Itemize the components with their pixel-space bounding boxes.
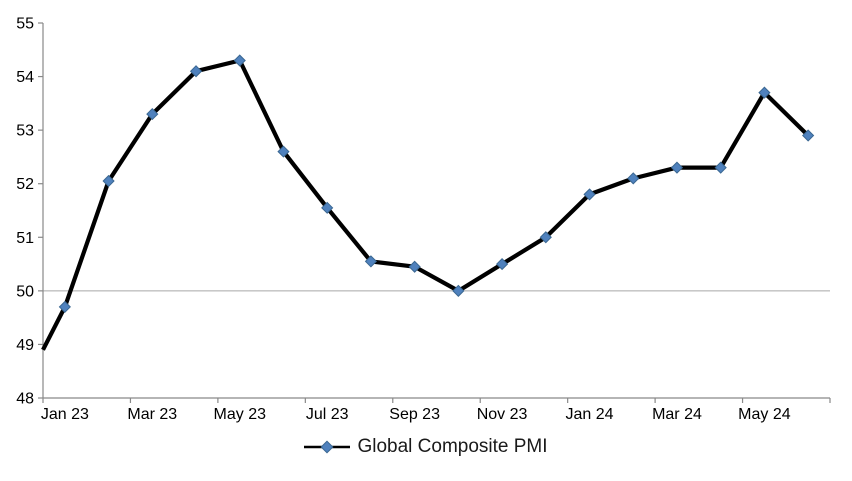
pmi-marker-aug-23 xyxy=(364,255,378,268)
pmi-marker-apr-24 xyxy=(714,161,727,174)
y-tick-label: 51 xyxy=(16,230,34,247)
pmi-marker-oct-23 xyxy=(452,284,465,297)
pmi-marker-jul-23 xyxy=(321,201,334,214)
x-tick-label: Nov 23 xyxy=(477,406,528,423)
pmi-marker-jan-23 xyxy=(58,300,71,314)
y-tick-label: 48 xyxy=(16,391,34,408)
pmi-marker-mar-24 xyxy=(670,161,684,174)
x-tick-label: Jan 23 xyxy=(41,406,89,423)
x-tick-label: Jan 24 xyxy=(566,406,614,423)
pmi-marker-may-24 xyxy=(758,86,771,99)
pmi-marker-jun-24 xyxy=(802,129,815,142)
legend-line-marker-icon xyxy=(304,440,351,454)
y-tick-label: 53 xyxy=(16,123,34,140)
chart-legend: Global Composite PMI xyxy=(0,436,852,458)
pmi-marker-may-23 xyxy=(233,54,246,67)
pmi-marker-dec-23 xyxy=(539,231,552,244)
pmi-marker-apr-23 xyxy=(189,65,203,78)
pmi-marker-mar-23 xyxy=(146,107,159,121)
y-tick-label: 55 xyxy=(16,16,34,33)
y-tick-label: 52 xyxy=(16,176,34,193)
x-tick-label: Sep 23 xyxy=(389,406,440,423)
x-tick-label: Jul 23 xyxy=(306,406,349,423)
pmi-marker-jan-24 xyxy=(583,188,596,201)
pmi-marker-nov-23 xyxy=(495,257,509,271)
x-tick-label: Mar 23 xyxy=(127,406,177,423)
x-tick-label: Mar 24 xyxy=(652,406,702,423)
legend-label: Global Composite PMI xyxy=(357,436,548,457)
x-tick-label: May 24 xyxy=(738,406,791,423)
global-composite-pmi-chart: 48 49 50 51 52 53 54 55 Jan 23 Mar 23 May 23 Jul 23… xyxy=(0,16,852,458)
pmi-marker-feb-24 xyxy=(627,172,640,185)
y-tick-label: 49 xyxy=(16,337,34,354)
pmi-marker-sep-23 xyxy=(408,260,421,273)
pmi-marker-jun-23 xyxy=(277,145,290,158)
x-tick-label: May 23 xyxy=(214,406,267,423)
pmi-marker-feb-23 xyxy=(102,174,115,188)
plot-area: 48 49 50 51 52 53 54 55 Jan 23 Mar 23 May 23 Jul 23… xyxy=(16,16,831,423)
y-tick-label: 54 xyxy=(16,69,34,86)
y-tick-label: 50 xyxy=(16,283,34,300)
pmi-line xyxy=(41,58,810,351)
